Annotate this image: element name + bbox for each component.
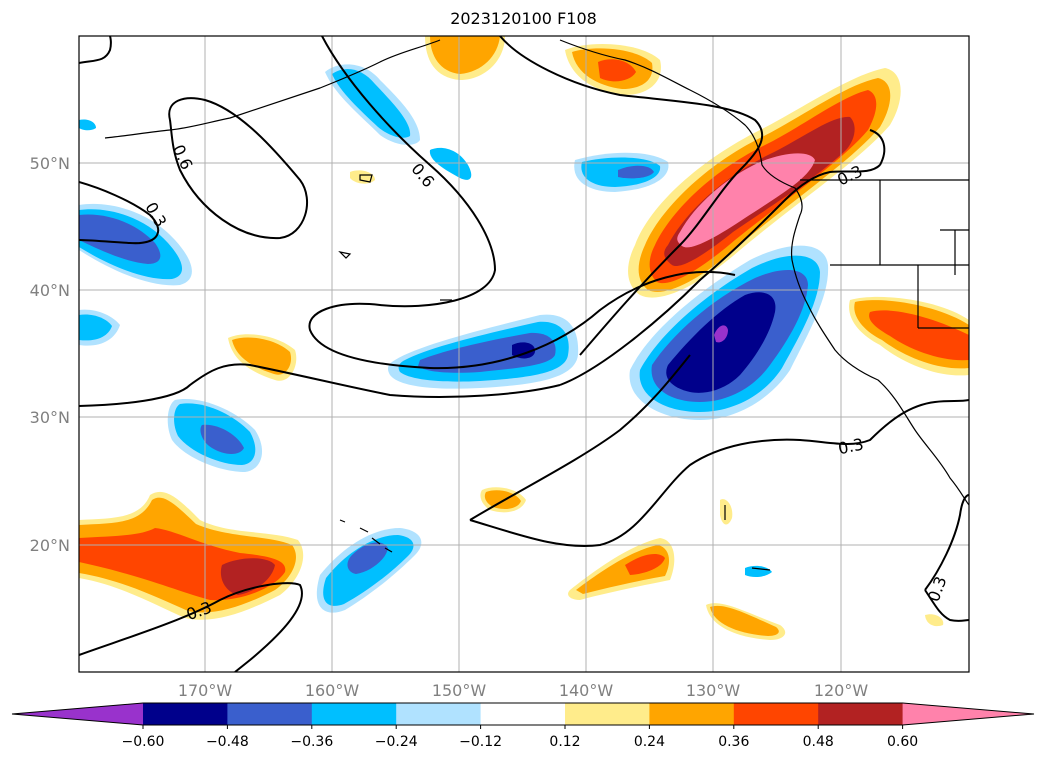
colorbar-segment (649, 703, 735, 725)
colorbar-tick-label: −0.24 (375, 734, 418, 750)
colorbar-tick-label: −0.48 (206, 734, 249, 750)
colorbar: −0.60 −0.48 −0.36 −0.24 −0.12 0.12 0.24 0.36 0.4… (11, 702, 1035, 750)
negative-anomaly-central (387, 314, 579, 389)
colorbar-segment (396, 703, 482, 725)
contour-lines (79, 36, 969, 672)
map-area (79, 36, 969, 672)
positive-anomaly-misc (228, 36, 969, 640)
lat-label-20n: 20°N (30, 536, 70, 555)
coastlines (104, 39, 969, 571)
lat-label-50n: 50°N (30, 154, 70, 173)
colorbar-tick-label: 0.48 (803, 734, 834, 750)
colorbar-tick-label: −0.12 (459, 734, 502, 750)
colorbar-tick-label: −0.36 (290, 734, 333, 750)
lon-label-130w: 130°W (686, 681, 741, 700)
colorbar-tick-label: −0.60 (122, 734, 165, 750)
lat-label-40n: 40°N (30, 281, 70, 300)
negative-anomaly-north (325, 64, 669, 192)
colorbar-segment (565, 703, 650, 725)
colorbar-segment (311, 703, 397, 725)
colorbar-segment (818, 703, 904, 725)
lon-label-150w: 150°W (432, 681, 487, 700)
negative-anomaly-california (629, 245, 829, 420)
colorbar-extend-min (12, 703, 143, 725)
colorbar-extend-max (902, 703, 1034, 725)
colorbar-tick-label: 0.60 (887, 734, 918, 750)
positive-anomaly-south (79, 491, 304, 620)
contour-label: 0.3 (836, 434, 865, 458)
colorbar-segment (733, 703, 819, 725)
lon-label-120w: 120°W (814, 681, 869, 700)
map-frame (78, 35, 970, 673)
colorbar-tick-label: 0.12 (549, 734, 580, 750)
colorbar-segment (227, 703, 313, 725)
lon-label-160w: 160°W (305, 681, 360, 700)
negative-anomaly-west (79, 119, 192, 346)
colorbar-tick-label: 0.24 (634, 734, 665, 750)
colorbar-tick-label: 0.36 (718, 734, 749, 750)
lat-label-30n: 30°N (30, 408, 70, 427)
colorbar-segment (143, 703, 228, 725)
chart-title: 2023120100 F108 (450, 9, 597, 28)
lon-label-170w: 170°W (178, 681, 233, 700)
negative-anomaly-hawaii (316, 528, 772, 613)
lon-label-140w: 140°W (559, 681, 614, 700)
colorbar-segment (480, 703, 566, 725)
positive-anomaly-pnw (628, 68, 901, 298)
gridlines (79, 36, 969, 672)
